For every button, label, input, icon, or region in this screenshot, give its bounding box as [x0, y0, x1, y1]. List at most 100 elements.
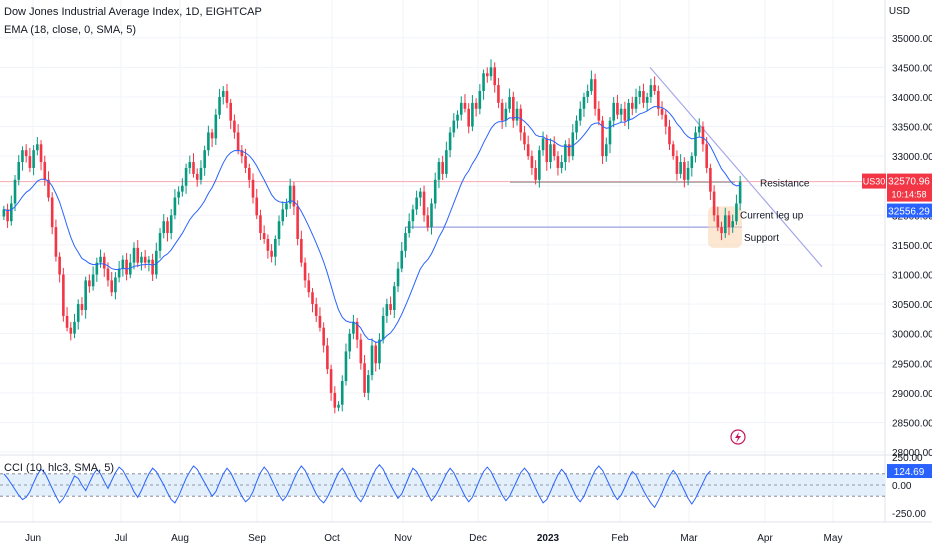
candle-body	[694, 132, 697, 157]
candle-body	[43, 162, 47, 180]
price-tick-label: 30000.00	[892, 330, 932, 341]
candle-body	[378, 339, 381, 364]
countdown-label: 10:14:58	[891, 190, 926, 200]
candle-body	[184, 167, 188, 186]
candle-body	[489, 67, 493, 77]
candle-body	[32, 150, 35, 168]
candle-body	[259, 215, 262, 234]
candle-body	[612, 102, 616, 121]
cci-indicator-label[interactable]: CCI (10, hlc3, SMA, 5)	[4, 462, 115, 474]
candle-body	[493, 67, 497, 86]
candle-body	[181, 185, 184, 192]
candle-body	[326, 345, 329, 370]
candle-body	[526, 144, 530, 157]
candle-body	[121, 259, 125, 269]
candle-body	[738, 181, 742, 204]
candle-body	[225, 91, 229, 103]
candle-body	[411, 209, 415, 222]
price-tick-label: 31500.00	[892, 241, 932, 252]
price-tick-label: 33000.00	[892, 152, 932, 163]
candle-body	[549, 144, 552, 163]
candle-body	[456, 114, 459, 121]
candle-body	[515, 108, 519, 121]
candle-body	[448, 132, 452, 151]
candle-body	[389, 304, 392, 310]
candle-body	[39, 144, 43, 163]
candle-body	[467, 108, 470, 127]
candle-body	[62, 274, 65, 316]
candle-body	[288, 185, 292, 204]
candle-body	[58, 256, 61, 275]
time-tick-label: Sep	[248, 533, 266, 544]
candle-body	[716, 215, 720, 228]
candle-body	[604, 144, 608, 157]
candle-body	[307, 280, 311, 293]
candle-body	[233, 120, 236, 133]
candle-body	[619, 108, 623, 115]
price-tick-label: 29500.00	[892, 359, 932, 370]
candle-body	[117, 268, 121, 278]
candle-body	[642, 91, 645, 103]
time-tick-label: Mar	[680, 533, 698, 544]
candle-body	[229, 102, 232, 121]
candle-body	[203, 150, 206, 168]
candle-body	[474, 102, 478, 109]
ema-indicator-label[interactable]: EMA (18, close, 0, SMA, 5)	[4, 24, 137, 36]
candle-body	[686, 167, 690, 180]
candle-body	[236, 132, 240, 151]
candle-body	[143, 256, 147, 263]
candle-body	[407, 221, 411, 234]
candle-body	[433, 179, 437, 204]
candle-body	[136, 247, 140, 263]
time-tick-label: Jul	[115, 533, 128, 544]
candle-body	[24, 150, 28, 157]
candle-body	[84, 280, 87, 310]
candle-body	[485, 73, 489, 77]
cci-tick-label: -250.00	[892, 509, 926, 520]
candle-body	[255, 197, 259, 216]
candle-body	[322, 327, 325, 346]
price-tick-label: 29000.00	[892, 389, 932, 400]
candle-body	[6, 209, 9, 222]
candle-body	[701, 126, 705, 145]
candle-body	[657, 91, 660, 109]
candle-body	[348, 333, 351, 352]
candle-body	[512, 96, 515, 121]
candle-body	[244, 156, 247, 168]
candle-body	[132, 247, 136, 263]
candle-body	[385, 304, 389, 316]
candle-body	[660, 108, 664, 115]
candle-body	[352, 321, 355, 334]
candle-body	[2, 209, 6, 217]
candle-body	[504, 108, 508, 121]
symbol-tag	[862, 173, 886, 189]
candle-body	[221, 91, 225, 97]
time-tick-label: Dec	[469, 533, 487, 544]
candle-body	[65, 315, 69, 328]
candle-body	[28, 156, 32, 168]
candle-body	[158, 233, 162, 251]
candle-body	[188, 162, 192, 168]
time-tick-label: Feb	[611, 533, 629, 544]
candle-body	[99, 256, 102, 263]
candle-body	[207, 132, 210, 151]
candle-body	[285, 203, 288, 210]
candle-body	[586, 91, 589, 97]
last-price-label: 32570.96	[888, 177, 930, 188]
price-tick-label: 34000.00	[892, 93, 932, 104]
candle-body	[140, 256, 143, 263]
candle-body	[355, 321, 359, 340]
chart-title[interactable]: Dow Jones Industrial Average Index, 1D, …	[4, 6, 262, 18]
currency-label: USD	[888, 6, 910, 17]
candle-body	[311, 292, 314, 305]
candle-body	[712, 191, 716, 216]
candle-body	[705, 144, 708, 168]
candle-body	[166, 221, 169, 234]
price-tick-label: 31000.00	[892, 270, 932, 281]
candle-body	[422, 191, 426, 216]
lightning-icon	[730, 429, 746, 445]
time-tick-label: Aug	[171, 533, 189, 544]
candle-body	[340, 381, 344, 405]
symbol-tag-label: US30	[863, 177, 886, 187]
